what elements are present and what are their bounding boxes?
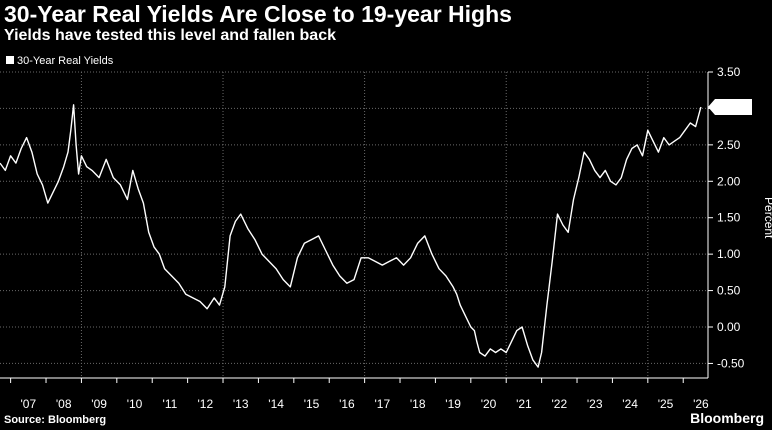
legend-label: 30-Year Real Yields (17, 55, 114, 67)
last-value-label: 3.02 (719, 100, 743, 114)
y-tick-label: 2.00 (717, 174, 741, 188)
x-tick-label: '11 (163, 397, 178, 411)
y-tick-label: 0.50 (717, 284, 741, 298)
chart-title: 30-Year Real Yields Are Close to 19-year… (4, 1, 512, 27)
chart-subtitle: Yields have tested this level and fallen… (4, 27, 336, 44)
x-tick-label: '17 (374, 397, 390, 411)
x-tick-label: '24 (622, 397, 638, 411)
x-tick-label: '26 (693, 397, 709, 411)
x-tick-label: '22 (551, 397, 567, 411)
source-note: Source: Bloomberg (4, 414, 107, 426)
x-tick-label: '18 (410, 397, 426, 411)
last-value-callout (708, 98, 752, 115)
y-tick-label: 1.50 (717, 211, 741, 225)
legend-swatch (6, 56, 14, 64)
y-tick-label: 2.50 (717, 138, 741, 152)
y-tick-label: 3.50 (717, 65, 741, 79)
x-tick-label: '12 (197, 397, 213, 411)
x-tick-label: '16 (339, 397, 355, 411)
x-tick-label: '23 (587, 397, 603, 411)
x-tick-label: '07 (20, 397, 36, 411)
brand-logo: Bloomberg (690, 410, 764, 426)
x-tick-label: '25 (658, 397, 674, 411)
x-tick-label: '14 (268, 397, 284, 411)
y-axis-title: Percent (762, 197, 772, 239)
series-line (0, 104, 702, 368)
legend: 30-Year Real Yields (6, 55, 113, 67)
y-tick-label: -0.50 (717, 356, 745, 370)
x-tick-label: '10 (127, 397, 143, 411)
x-tick-label: '08 (56, 397, 72, 411)
y-tick-label: 1.00 (717, 247, 741, 261)
x-tick-label: '20 (481, 397, 497, 411)
x-tick-label: '19 (445, 397, 461, 411)
x-tick-label: '13 (233, 397, 249, 411)
x-tick-label: '15 (304, 397, 320, 411)
y-tick-label: 0.00 (717, 320, 741, 334)
x-tick-label: '09 (91, 397, 107, 411)
x-tick-label: '21 (516, 397, 532, 411)
